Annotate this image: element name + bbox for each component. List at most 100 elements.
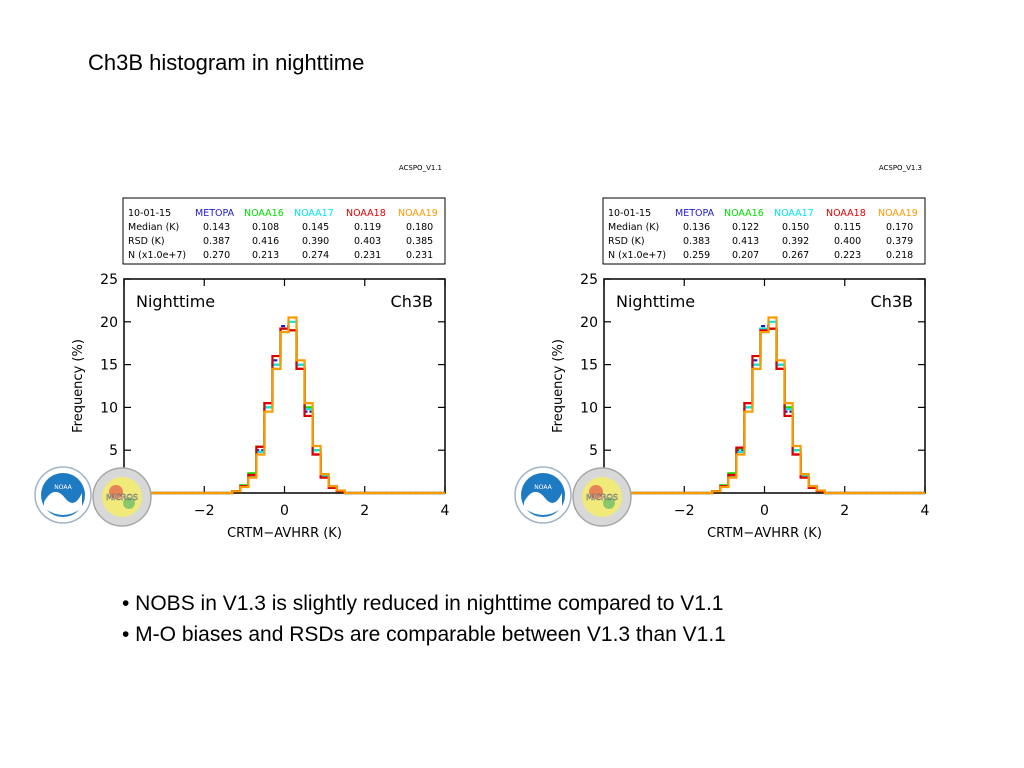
stats-series-header: NOAA17	[774, 208, 814, 219]
stats-cell: 0.231	[354, 250, 381, 261]
y-tick-label: 25	[580, 272, 598, 288]
micros-logo-spot	[123, 497, 135, 509]
noaa-logo: NOAA	[514, 466, 572, 524]
stats-series-header: NOAA17	[294, 208, 334, 219]
version-tag: ACSPO_V1.1	[399, 164, 442, 172]
stats-series-header: NOAA19	[878, 208, 918, 219]
stats-cell: 0.413	[732, 236, 759, 247]
stats-cell: 0.390	[302, 236, 329, 247]
y-tick-label: 20	[100, 315, 118, 331]
y-tick-label: 25	[100, 272, 118, 288]
histogram-series-line	[124, 316, 445, 495]
stats-cell: 0.180	[406, 222, 433, 233]
noaa-logo-bird	[44, 491, 82, 515]
stats-cell: 0.387	[203, 236, 230, 247]
y-axis-label: Frequency (%)	[71, 339, 86, 433]
stats-cell: 0.119	[354, 222, 381, 233]
y-axis-label: Frequency (%)	[551, 339, 566, 433]
noaa-logo-text: NOAA	[534, 484, 552, 491]
stats-cell: 0.416	[252, 236, 279, 247]
stats-table-box	[122, 197, 446, 265]
micros-logo-text: MICROS	[106, 493, 138, 502]
x-tick-label: 4	[441, 503, 450, 519]
stats-row-label: Median (K)	[608, 222, 659, 233]
x-axis-label: CRTM−AVHRR (K)	[707, 526, 822, 541]
y-tick-label: 10	[100, 400, 118, 416]
noaa-logo-bird	[524, 491, 562, 515]
micros-logo: MICROS	[572, 467, 632, 527]
stats-date: 10-01-15	[608, 208, 651, 219]
stats-table-box	[602, 197, 926, 265]
micros-logo-spot	[603, 497, 615, 509]
bullet-item: • M-O biases and RSDs are comparable bet…	[122, 623, 726, 646]
stats-series-header: METOPA	[675, 208, 715, 219]
stats-series-header: NOAA16	[724, 208, 764, 219]
histogram-chart-v1-3: ACSPO_V1.3 10-01-15 METOPA NOAA16 NOAA17 NOAA…	[510, 150, 972, 550]
stats-series-header: METOPA	[195, 208, 235, 219]
histogram-series-line	[604, 316, 925, 495]
stats-cell: 0.383	[683, 236, 710, 247]
stats-row-label: Median (K)	[128, 222, 179, 233]
micros-logo: MICROS	[92, 467, 152, 527]
version-tag: ACSPO_V1.3	[879, 164, 922, 172]
noaa-logo-text: NOAA	[54, 484, 72, 491]
stats-cell: 0.143	[203, 222, 230, 233]
stats-cell: 0.115	[834, 222, 861, 233]
panel-label: Nighttime	[616, 292, 695, 311]
stats-cell: 0.207	[732, 250, 759, 261]
stats-cell: 0.403	[354, 236, 381, 247]
y-tick-label: 5	[109, 443, 118, 459]
x-tick-label: 0	[280, 503, 289, 519]
stats-cell: 0.270	[203, 250, 230, 261]
histogram-panel-v1-1: ACSPO_V1.1 10-01-15 METOPA NOAA16 NOAA17 NOAA…	[30, 150, 492, 550]
histogram-chart-v1-1: ACSPO_V1.1 10-01-15 METOPA NOAA16 NOAA17 NOAA…	[30, 150, 492, 550]
stats-series-header: NOAA18	[346, 208, 386, 219]
channel-label: Ch3B	[871, 292, 913, 311]
stats-cell: 0.392	[782, 236, 809, 247]
x-tick-label: 2	[840, 503, 849, 519]
stats-row-label: RSD (K)	[608, 236, 645, 247]
panel-label: Nighttime	[136, 292, 215, 311]
stats-cell: 0.231	[406, 250, 433, 261]
micros-logo-spot	[589, 485, 603, 499]
stats-row-label: N (x1.0e+7)	[128, 250, 186, 261]
x-tick-label: −2	[674, 503, 695, 519]
stats-cell: 0.223	[834, 250, 861, 261]
stats-cell: 0.385	[406, 236, 433, 247]
y-tick-label: 5	[589, 443, 598, 459]
micros-logo-text: MICROS	[586, 493, 618, 502]
stats-cell: 0.274	[302, 250, 329, 261]
y-tick-label: 15	[100, 358, 118, 374]
x-tick-label: 4	[921, 503, 930, 519]
x-axis-label: CRTM−AVHRR (K)	[227, 526, 342, 541]
stats-cell: 0.170	[886, 222, 913, 233]
y-tick-label: 10	[580, 400, 598, 416]
bullet-item: • NOBS in V1.3 is slightly reduced in ni…	[122, 592, 724, 615]
x-tick-label: −2	[194, 503, 215, 519]
stats-date: 10-01-15	[128, 208, 171, 219]
stats-series-header: NOAA19	[398, 208, 438, 219]
y-tick-label: 15	[580, 358, 598, 374]
stats-cell: 0.213	[252, 250, 279, 261]
y-tick-label: 20	[580, 315, 598, 331]
stats-cell: 0.379	[886, 236, 913, 247]
stats-cell: 0.267	[782, 250, 809, 261]
stats-series-header: NOAA16	[244, 208, 284, 219]
slide-title: Ch3B histogram in nighttime	[88, 50, 365, 75]
noaa-logo: NOAA	[34, 466, 92, 524]
x-tick-label: 2	[360, 503, 369, 519]
stats-cell: 0.108	[252, 222, 279, 233]
bullet-list: • NOBS in V1.3 is slightly reduced in ni…	[122, 588, 726, 650]
stats-cell: 0.150	[782, 222, 809, 233]
stats-cell: 0.136	[683, 222, 710, 233]
stats-series-header: NOAA18	[826, 208, 866, 219]
channel-label: Ch3B	[391, 292, 433, 311]
stats-cell: 0.145	[302, 222, 329, 233]
micros-logo-spot	[109, 485, 123, 499]
stats-cell: 0.122	[732, 222, 759, 233]
stats-cell: 0.259	[683, 250, 710, 261]
stats-row-label: RSD (K)	[128, 236, 165, 247]
stats-row-label: N (x1.0e+7)	[608, 250, 666, 261]
stats-cell: 0.218	[886, 250, 913, 261]
x-tick-label: 0	[760, 503, 769, 519]
